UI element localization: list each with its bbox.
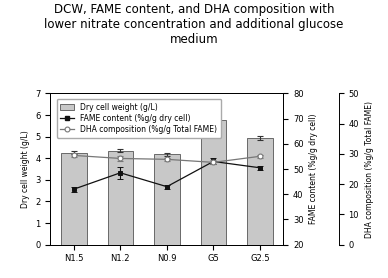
Bar [201,120,226,245]
Bar [247,138,273,245]
Bar [107,151,133,245]
Y-axis label: FAME content (%g/g dry cell): FAME content (%g/g dry cell) [309,114,318,224]
Y-axis label: Dry cell weight (g/L): Dry cell weight (g/L) [21,130,30,208]
Legend: Dry cell weight (g/L), FAME content (%g/g dry cell), DHA composition (%g/g Total: Dry cell weight (g/L), FAME content (%g/… [57,99,221,138]
Y-axis label: DHA composition (%g/g Total FAME): DHA composition (%g/g Total FAME) [365,101,374,237]
Bar [61,153,87,245]
Text: DCW, FAME content, and DHA composition with
lower nitrate concentration and addi: DCW, FAME content, and DHA composition w… [44,3,344,46]
Bar [154,154,180,245]
